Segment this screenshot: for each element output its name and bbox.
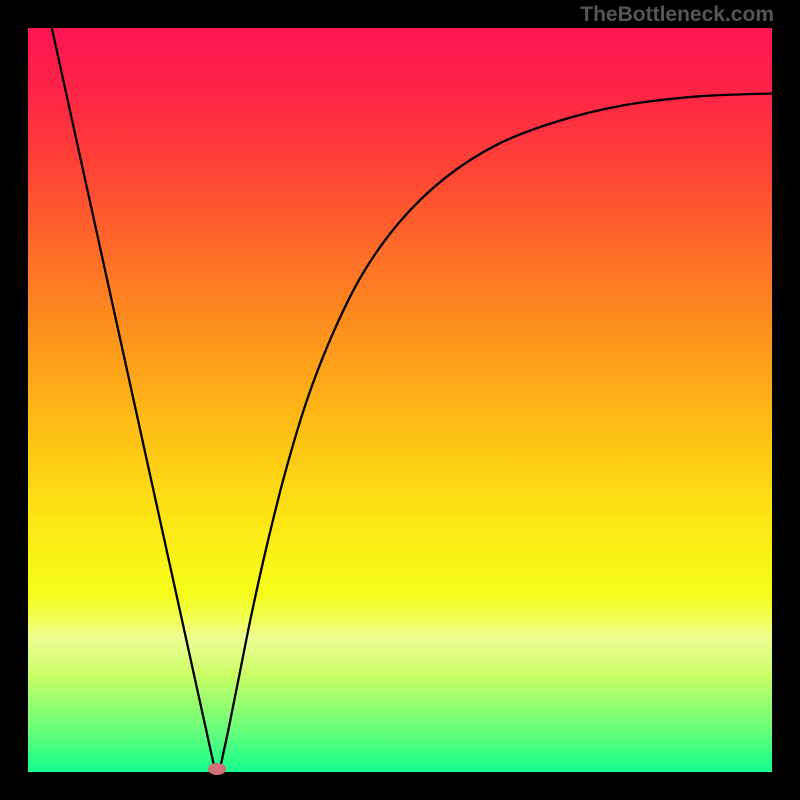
- chart-frame: TheBottleneck.com: [0, 0, 800, 800]
- minimum-marker: [208, 763, 226, 775]
- plot-area: [28, 28, 772, 772]
- bottleneck-curve: [28, 28, 772, 772]
- watermark-text: TheBottleneck.com: [580, 3, 774, 27]
